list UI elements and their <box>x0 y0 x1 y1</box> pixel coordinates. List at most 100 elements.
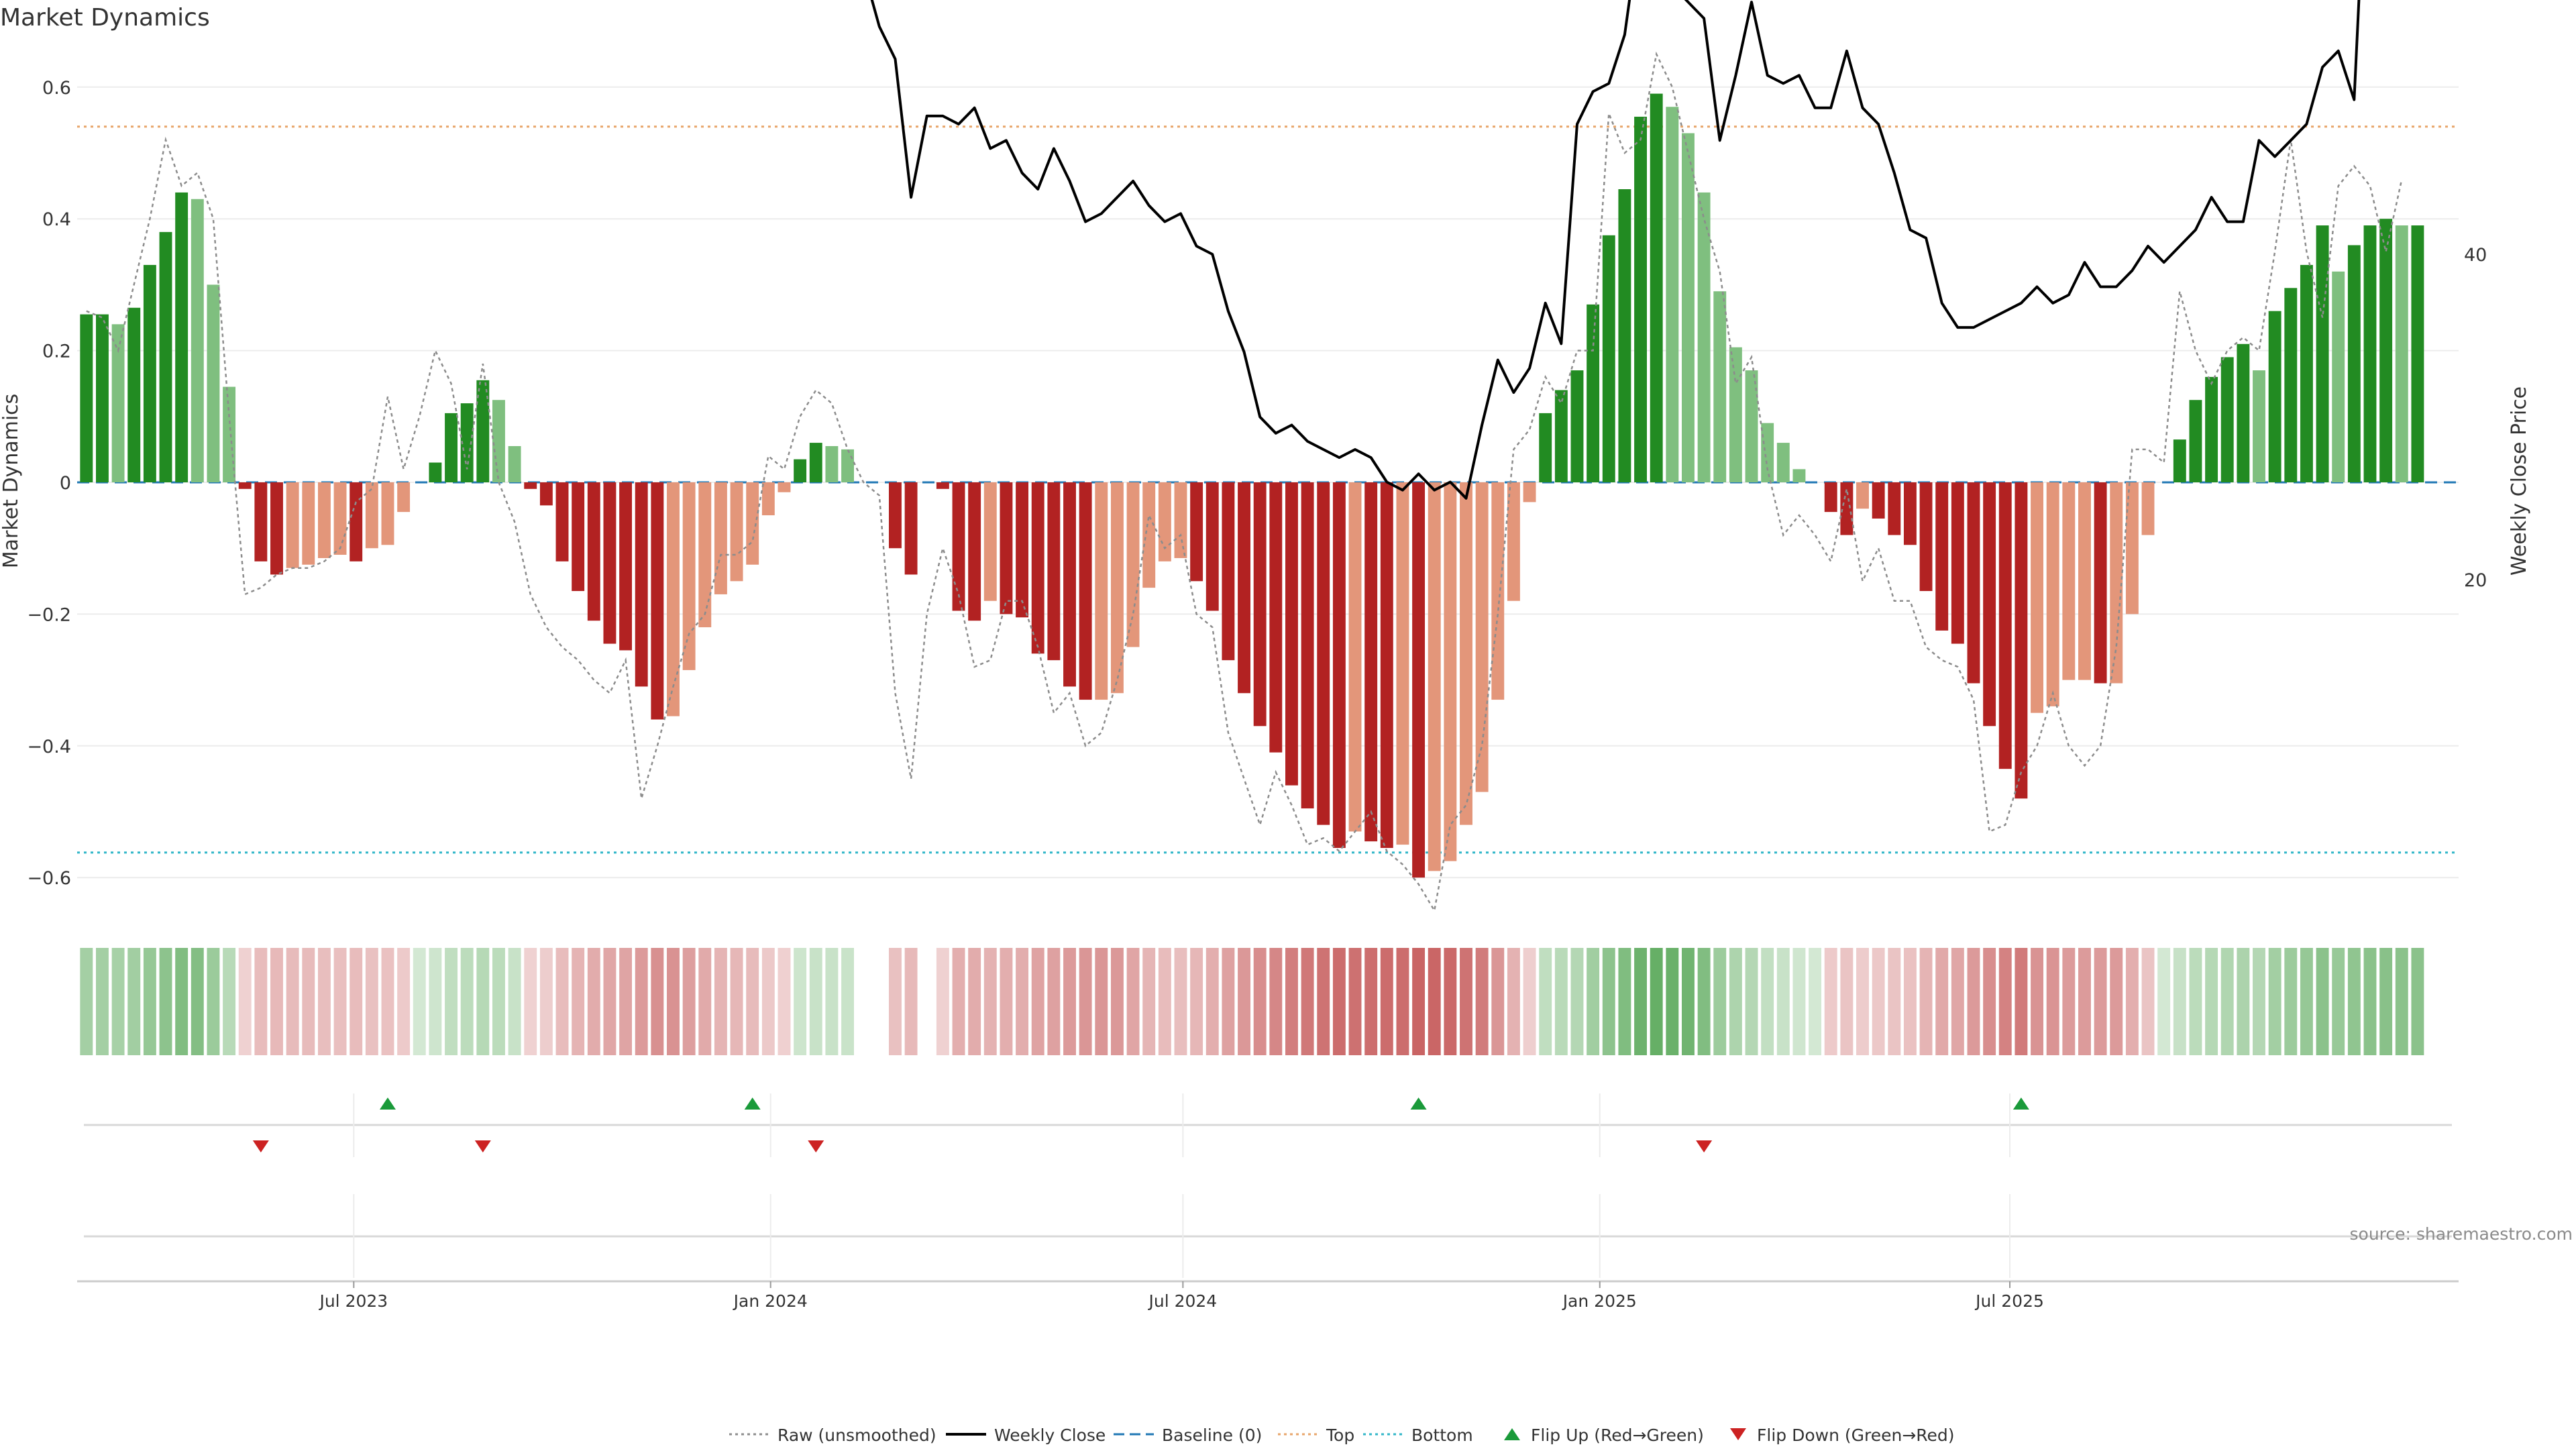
dynamics-bar <box>254 482 268 561</box>
dynamics-bar <box>508 445 521 482</box>
dynamics-bar <box>603 482 616 644</box>
regime-cell <box>983 948 997 1055</box>
dynamics-bar <box>889 482 902 549</box>
dynamics-bar <box>2125 482 2139 614</box>
regime-cell <box>1713 948 1727 1055</box>
regime-cell <box>492 948 505 1055</box>
y-tick-label: 0.2 <box>42 341 71 362</box>
regime-cell <box>1000 948 1013 1055</box>
dynamics-bar <box>80 314 93 482</box>
regime-cell <box>2411 948 2424 1055</box>
dynamics-bar <box>983 482 997 601</box>
y2-tick-label: 40 <box>2464 245 2487 266</box>
regime-cell <box>730 948 743 1055</box>
regime-cell <box>1047 948 1061 1055</box>
regime-cell <box>2015 948 2028 1055</box>
regime-cell <box>2395 948 2408 1055</box>
regime-cell <box>1396 948 1409 1055</box>
weekly-close-series <box>870 0 2361 500</box>
dynamics-bar <box>746 482 759 565</box>
dynamics-bar <box>1856 482 1869 509</box>
dynamics-bar <box>2379 219 2393 482</box>
regime-cell <box>1063 948 1076 1055</box>
regime-cell <box>2157 948 2171 1055</box>
dynamics-bar <box>1222 482 1235 661</box>
regime-cell <box>904 948 918 1055</box>
dynamics-bar <box>2062 482 2076 680</box>
dynamics-bar <box>333 482 347 555</box>
regime-cell <box>1539 948 1552 1055</box>
x-tick-label: Jul 2025 <box>1974 1291 2044 1311</box>
dynamics-bar <box>524 482 537 489</box>
flip-up-marker <box>2012 1097 2029 1110</box>
regime-cell <box>350 948 363 1055</box>
dynamics-bar <box>1380 482 1393 849</box>
dynamics-bar <box>1713 291 1727 482</box>
dynamics-bar <box>1238 482 1250 694</box>
regime-cell <box>952 948 965 1055</box>
dynamics-bar <box>1142 482 1156 588</box>
dynamics-bar <box>127 307 141 482</box>
dynamics-bar <box>1935 482 1949 631</box>
regime-cell <box>1142 948 1156 1055</box>
regime-cell <box>761 948 775 1055</box>
dynamics-bar <box>1634 116 1647 483</box>
dynamics-bar <box>270 482 283 575</box>
dynamics-bar <box>1047 482 1061 661</box>
dynamics-bar <box>2363 225 2377 482</box>
dynamics-bar <box>1428 482 1441 871</box>
regime-cell <box>2031 948 2043 1055</box>
dynamics-bar <box>1269 482 1283 753</box>
flip-down-marker <box>1696 1140 1713 1152</box>
reference-lines <box>77 125 2459 854</box>
regime-cell <box>794 948 807 1055</box>
dynamics-bar <box>1332 482 1346 849</box>
dynamics-bar <box>2078 482 2091 680</box>
dynamics-bar <box>2031 482 2043 713</box>
dynamics-bar <box>1285 482 1298 786</box>
regime-cell <box>2062 948 2076 1055</box>
legend-swatch <box>1504 1428 1520 1440</box>
dynamics-bar <box>223 386 236 482</box>
regime-cell <box>635 948 648 1055</box>
dynamics-bar <box>1776 443 1790 482</box>
regime-cell <box>1364 948 1378 1055</box>
regime-cell <box>603 948 616 1055</box>
regime-cell <box>2237 948 2250 1055</box>
dynamics-bar <box>1079 482 1092 700</box>
dynamics-bar <box>1587 304 1600 482</box>
regime-cell <box>682 948 696 1055</box>
flip-up-marker <box>744 1097 761 1110</box>
legend-label: Weekly Close <box>994 1426 1106 1445</box>
regime-cell <box>936 948 949 1055</box>
dynamics-bar <box>1998 482 2012 769</box>
legend-label: Baseline (0) <box>1162 1426 1262 1445</box>
regime-cell <box>333 948 347 1055</box>
regime-cell <box>1079 948 1092 1055</box>
regime-cell <box>365 948 378 1055</box>
legend-label: Top <box>1326 1426 1354 1445</box>
dynamics-bar <box>2220 357 2234 482</box>
regime-cell <box>80 948 93 1055</box>
dynamics-bar <box>2316 225 2329 482</box>
regime-cell <box>1348 948 1362 1055</box>
dynamics-bar <box>587 482 600 621</box>
regime-cell <box>889 948 902 1055</box>
regime-cell <box>1903 948 1917 1055</box>
dynamics-bar <box>1063 482 1076 687</box>
regime-cell <box>2220 948 2234 1055</box>
dynamics-bar <box>952 482 965 611</box>
y-tick-label: −0.2 <box>27 604 71 625</box>
dynamics-bar <box>1650 93 1663 482</box>
regime-cell <box>1380 948 1393 1055</box>
dynamics-bar <box>1523 482 1536 502</box>
x-tick-label: Jul 2024 <box>1147 1291 1217 1311</box>
dynamics-bar <box>2110 482 2123 684</box>
regime-cell <box>2284 948 2298 1055</box>
dynamics-bar <box>1554 390 1568 482</box>
regime-cell <box>1253 948 1267 1055</box>
dynamics-bar <box>1016 482 1029 618</box>
regime-cell <box>1602 948 1615 1055</box>
regime-cell <box>127 948 141 1055</box>
regime-cell <box>2125 948 2139 1055</box>
